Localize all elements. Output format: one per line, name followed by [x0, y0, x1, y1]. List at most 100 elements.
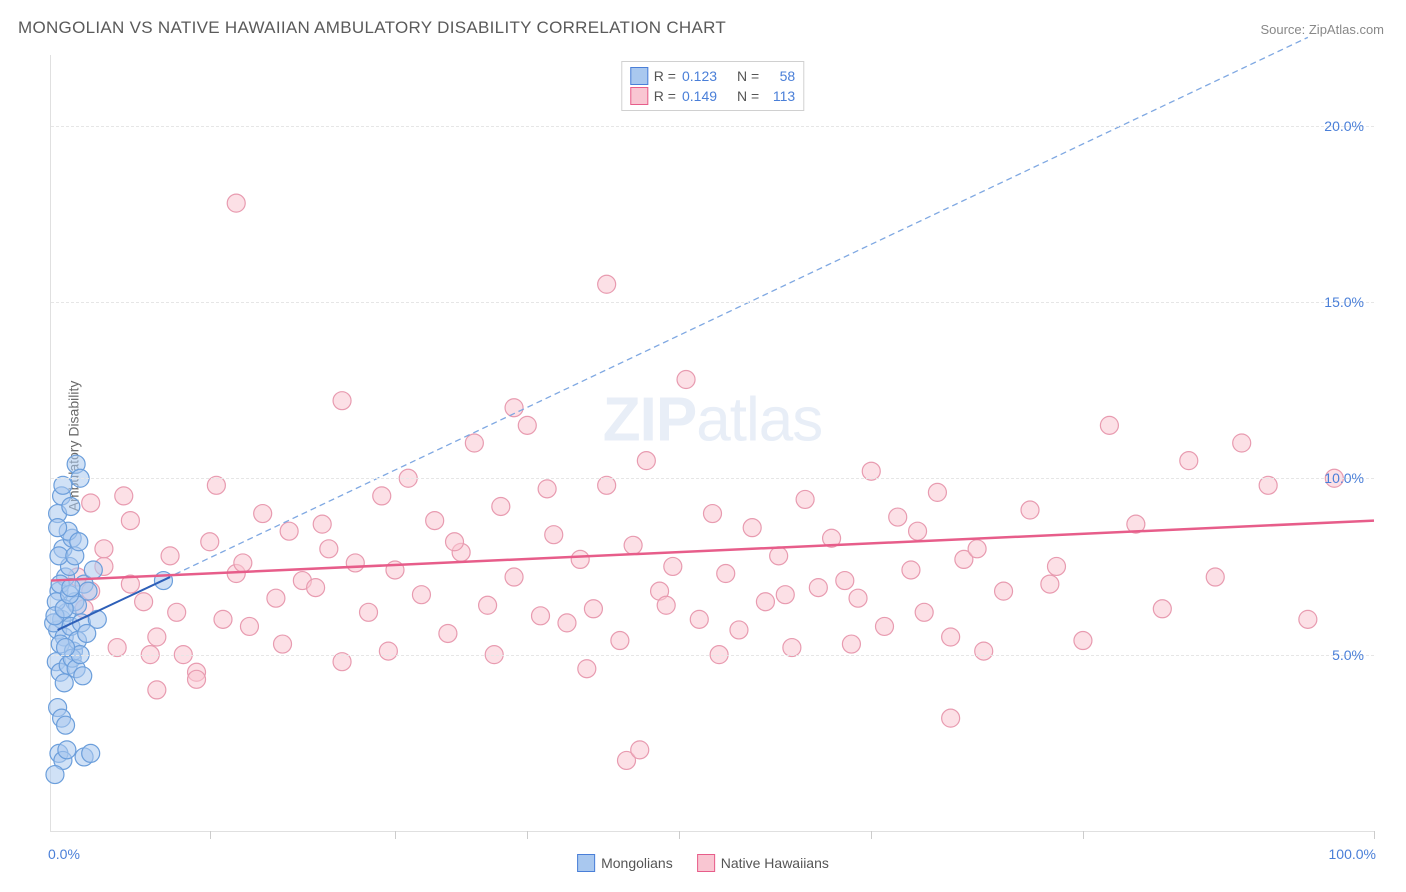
trend-line-pink: [51, 521, 1374, 581]
scatter-point: [79, 582, 97, 600]
gridline: [51, 478, 1374, 479]
legend-row-hawaiians: R = 0.149 N = 113: [630, 86, 795, 106]
x-tick: [210, 831, 211, 839]
legend-swatch-pink: [697, 854, 715, 872]
scatter-point: [776, 586, 794, 604]
chart-container: MONGOLIAN VS NATIVE HAWAIIAN AMBULATORY …: [0, 0, 1406, 892]
scatter-point: [135, 593, 153, 611]
scatter-point: [1100, 416, 1118, 434]
scatter-point: [875, 617, 893, 635]
scatter-point: [902, 561, 920, 579]
scatter-point: [756, 593, 774, 611]
x-tick: [527, 831, 528, 839]
scatter-point: [909, 522, 927, 540]
scatter-point: [657, 596, 675, 614]
r-label: R =: [654, 68, 676, 84]
scatter-point: [842, 635, 860, 653]
r-value-hawaiians: 0.149: [682, 88, 717, 104]
scatter-point: [313, 515, 331, 533]
n-value-hawaiians: 113: [765, 88, 795, 104]
scatter-point: [809, 579, 827, 597]
x-tick-label-min: 0.0%: [48, 846, 80, 862]
scatter-point: [333, 392, 351, 410]
scatter-point: [571, 550, 589, 568]
scatter-point: [161, 547, 179, 565]
legend-item-mongolians: Mongolians: [577, 854, 673, 872]
scatter-point: [717, 565, 735, 583]
scatter-point: [479, 596, 497, 614]
scatter-point: [84, 561, 102, 579]
scatter-point: [254, 505, 272, 523]
scatter-point: [465, 434, 483, 452]
legend-label-mongolians: Mongolians: [601, 855, 673, 871]
scatter-point: [274, 635, 292, 653]
scatter-point: [677, 371, 695, 389]
scatter-point: [538, 480, 556, 498]
scatter-point: [57, 716, 75, 734]
legend-series: Mongolians Native Hawaiians: [577, 854, 829, 872]
chart-title: MONGOLIAN VS NATIVE HAWAIIAN AMBULATORY …: [18, 18, 726, 38]
scatter-point: [584, 600, 602, 618]
legend-item-hawaiians: Native Hawaiians: [697, 854, 829, 872]
scatter-point: [82, 494, 100, 512]
y-tick-label: 5.0%: [1332, 647, 1364, 663]
scatter-point: [849, 589, 867, 607]
scatter-point: [439, 624, 457, 642]
n-label: N =: [737, 68, 759, 84]
scatter-point: [558, 614, 576, 632]
scatter-point: [968, 540, 986, 558]
scatter-point: [58, 741, 76, 759]
y-tick-label: 10.0%: [1324, 470, 1364, 486]
scatter-point: [518, 416, 536, 434]
scatter-point: [1233, 434, 1251, 452]
scatter-point: [889, 508, 907, 526]
scatter-point: [82, 744, 100, 762]
r-value-mongolians: 0.123: [682, 68, 717, 84]
scatter-point: [62, 497, 80, 515]
scatter-point: [201, 533, 219, 551]
scatter-point: [95, 540, 113, 558]
x-tick: [871, 831, 872, 839]
scatter-point: [1021, 501, 1039, 519]
scatter-point: [928, 483, 946, 501]
legend-swatch-blue: [630, 67, 648, 85]
scatter-point: [611, 632, 629, 650]
scatter-point: [267, 589, 285, 607]
scatter-point: [624, 536, 642, 554]
scatter-point: [690, 610, 708, 628]
r-label: R =: [654, 88, 676, 104]
scatter-point: [379, 642, 397, 660]
scatter-point: [446, 533, 464, 551]
n-label: N =: [737, 88, 759, 104]
scatter-point: [168, 603, 186, 621]
scatter-point: [307, 579, 325, 597]
scatter-point: [1074, 632, 1092, 650]
scatter-point: [532, 607, 550, 625]
scatter-point: [942, 628, 960, 646]
y-tick-label: 15.0%: [1324, 294, 1364, 310]
gridline: [51, 655, 1374, 656]
n-value-mongolians: 58: [765, 68, 795, 84]
scatter-point: [234, 554, 252, 572]
scatter-point: [148, 681, 166, 699]
scatter-point: [188, 670, 206, 688]
gridline: [51, 302, 1374, 303]
scatter-point: [240, 617, 258, 635]
scatter-point: [796, 490, 814, 508]
x-tick: [1374, 831, 1375, 839]
x-tick: [679, 831, 680, 839]
legend-label-hawaiians: Native Hawaiians: [721, 855, 829, 871]
scatter-point: [505, 568, 523, 586]
chart-svg: [51, 55, 1374, 831]
scatter-point: [1153, 600, 1171, 618]
legend-swatch-blue: [577, 854, 595, 872]
x-tick: [1083, 831, 1084, 839]
scatter-point: [49, 519, 67, 537]
scatter-point: [1047, 557, 1065, 575]
scatter-point: [280, 522, 298, 540]
scatter-point: [942, 709, 960, 727]
scatter-point: [70, 533, 88, 551]
scatter-point: [320, 540, 338, 558]
gridline: [51, 126, 1374, 127]
legend-row-mongolians: R = 0.123 N = 58: [630, 66, 795, 86]
